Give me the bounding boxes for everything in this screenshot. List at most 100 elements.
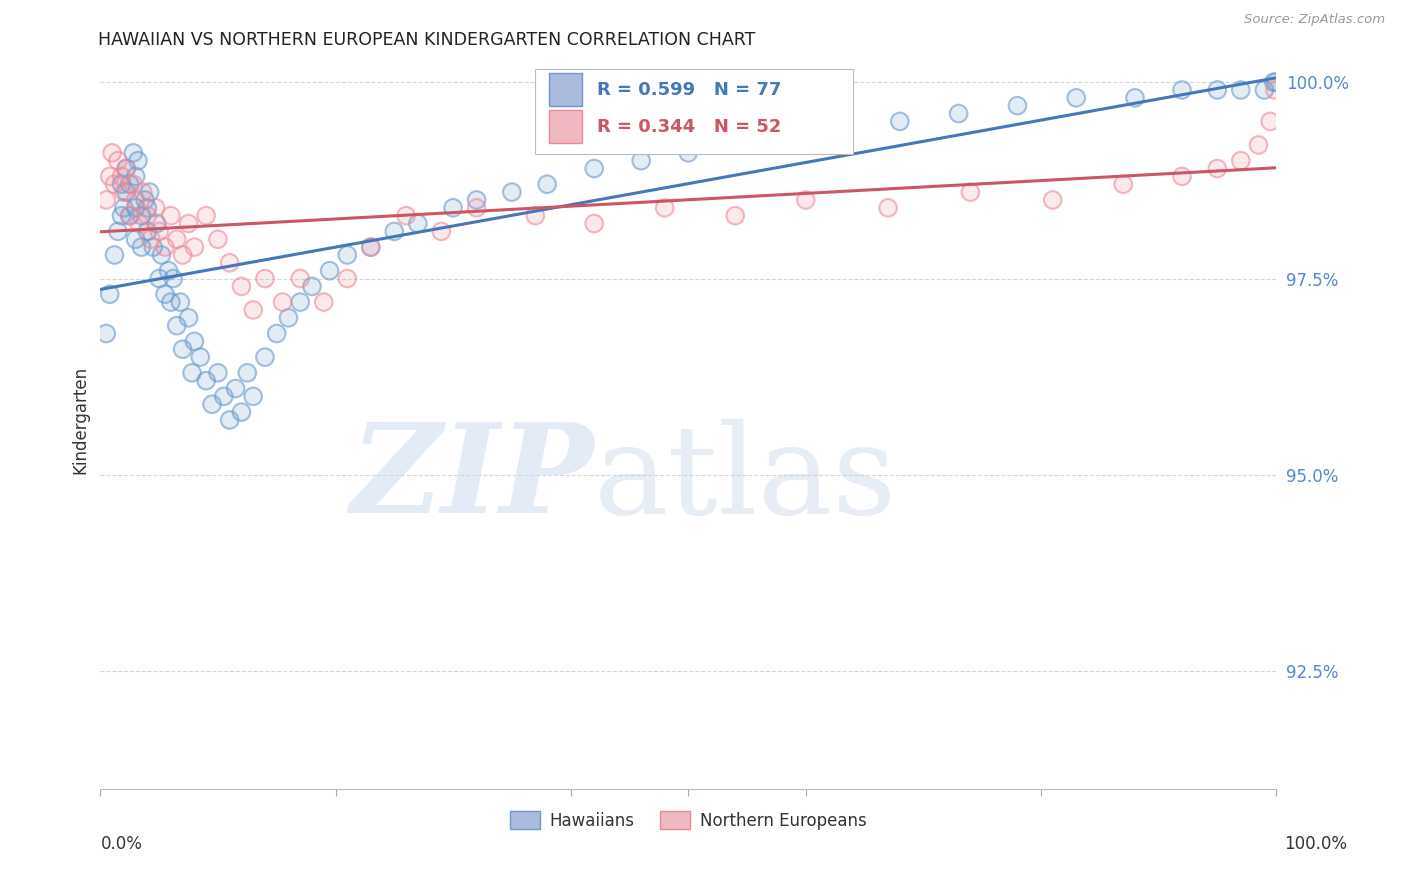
Point bbox=[1112, 178, 1135, 192]
Point bbox=[128, 217, 150, 231]
Point bbox=[148, 224, 170, 238]
Point bbox=[1263, 75, 1285, 89]
Point bbox=[112, 201, 135, 215]
Text: 0.0%: 0.0% bbox=[101, 835, 143, 853]
FancyBboxPatch shape bbox=[550, 110, 582, 144]
FancyBboxPatch shape bbox=[550, 73, 582, 106]
Point bbox=[136, 224, 159, 238]
Point bbox=[96, 193, 118, 207]
Point bbox=[266, 326, 288, 341]
Point bbox=[1123, 91, 1146, 105]
Point bbox=[142, 240, 165, 254]
Point bbox=[1042, 193, 1064, 207]
Point bbox=[1007, 98, 1029, 112]
Point bbox=[231, 405, 253, 419]
Point bbox=[877, 201, 900, 215]
Point bbox=[177, 310, 200, 325]
Point bbox=[654, 201, 676, 215]
Point bbox=[98, 169, 121, 184]
Point bbox=[583, 161, 606, 176]
Point bbox=[124, 201, 146, 215]
Point bbox=[959, 185, 981, 199]
Point bbox=[148, 271, 170, 285]
Point bbox=[1171, 169, 1194, 184]
Point bbox=[122, 145, 145, 160]
Point bbox=[225, 382, 247, 396]
Point bbox=[96, 193, 118, 207]
Point bbox=[103, 178, 125, 192]
Point bbox=[1230, 83, 1253, 97]
Point bbox=[127, 153, 149, 168]
Point bbox=[118, 178, 141, 192]
Point bbox=[112, 201, 135, 215]
Point bbox=[1206, 83, 1229, 97]
Point bbox=[145, 201, 167, 215]
Point bbox=[122, 178, 145, 192]
Point bbox=[290, 271, 312, 285]
Point bbox=[654, 201, 676, 215]
Point bbox=[207, 366, 229, 380]
Point bbox=[110, 178, 132, 192]
Point bbox=[103, 248, 125, 262]
Point bbox=[181, 366, 204, 380]
Point bbox=[290, 295, 312, 310]
Point bbox=[1230, 153, 1253, 168]
Point bbox=[830, 122, 852, 136]
Point bbox=[115, 161, 138, 176]
Point bbox=[583, 161, 606, 176]
Point bbox=[948, 106, 970, 120]
Point bbox=[177, 217, 200, 231]
Point bbox=[212, 389, 235, 403]
Point bbox=[242, 389, 264, 403]
Point bbox=[134, 193, 156, 207]
Point bbox=[1171, 83, 1194, 97]
Point bbox=[225, 382, 247, 396]
Point bbox=[465, 201, 488, 215]
Point bbox=[336, 271, 359, 285]
Point bbox=[136, 209, 159, 223]
Point bbox=[112, 185, 135, 199]
Point bbox=[166, 318, 188, 333]
Point bbox=[277, 310, 299, 325]
Point bbox=[160, 209, 183, 223]
Point bbox=[382, 224, 405, 238]
Point bbox=[124, 232, 146, 246]
Point bbox=[107, 153, 129, 168]
Point bbox=[290, 295, 312, 310]
Point bbox=[290, 271, 312, 285]
Point bbox=[253, 271, 276, 285]
Point bbox=[465, 193, 488, 207]
Point bbox=[136, 224, 159, 238]
Point bbox=[138, 185, 160, 199]
Point bbox=[231, 279, 253, 293]
Point bbox=[162, 271, 184, 285]
Point bbox=[98, 169, 121, 184]
Point bbox=[212, 389, 235, 403]
Point bbox=[201, 397, 224, 411]
Point bbox=[312, 295, 335, 310]
Point bbox=[360, 240, 382, 254]
Point bbox=[242, 302, 264, 317]
Point bbox=[1007, 98, 1029, 112]
Point bbox=[98, 287, 121, 301]
Point bbox=[1230, 153, 1253, 168]
Point bbox=[1247, 138, 1270, 153]
Point bbox=[794, 193, 817, 207]
Point bbox=[183, 240, 205, 254]
Point bbox=[107, 224, 129, 238]
Point bbox=[207, 232, 229, 246]
Point bbox=[124, 232, 146, 246]
Point bbox=[1258, 114, 1281, 128]
Point bbox=[676, 145, 699, 160]
Point bbox=[166, 232, 188, 246]
Point bbox=[231, 405, 253, 419]
Point bbox=[336, 271, 359, 285]
Point bbox=[103, 248, 125, 262]
Point bbox=[1064, 91, 1087, 105]
Text: atlas: atlas bbox=[595, 418, 897, 540]
Point bbox=[160, 209, 183, 223]
Point bbox=[136, 201, 159, 215]
Point bbox=[1253, 83, 1275, 97]
Point bbox=[1042, 193, 1064, 207]
Point bbox=[115, 185, 138, 199]
